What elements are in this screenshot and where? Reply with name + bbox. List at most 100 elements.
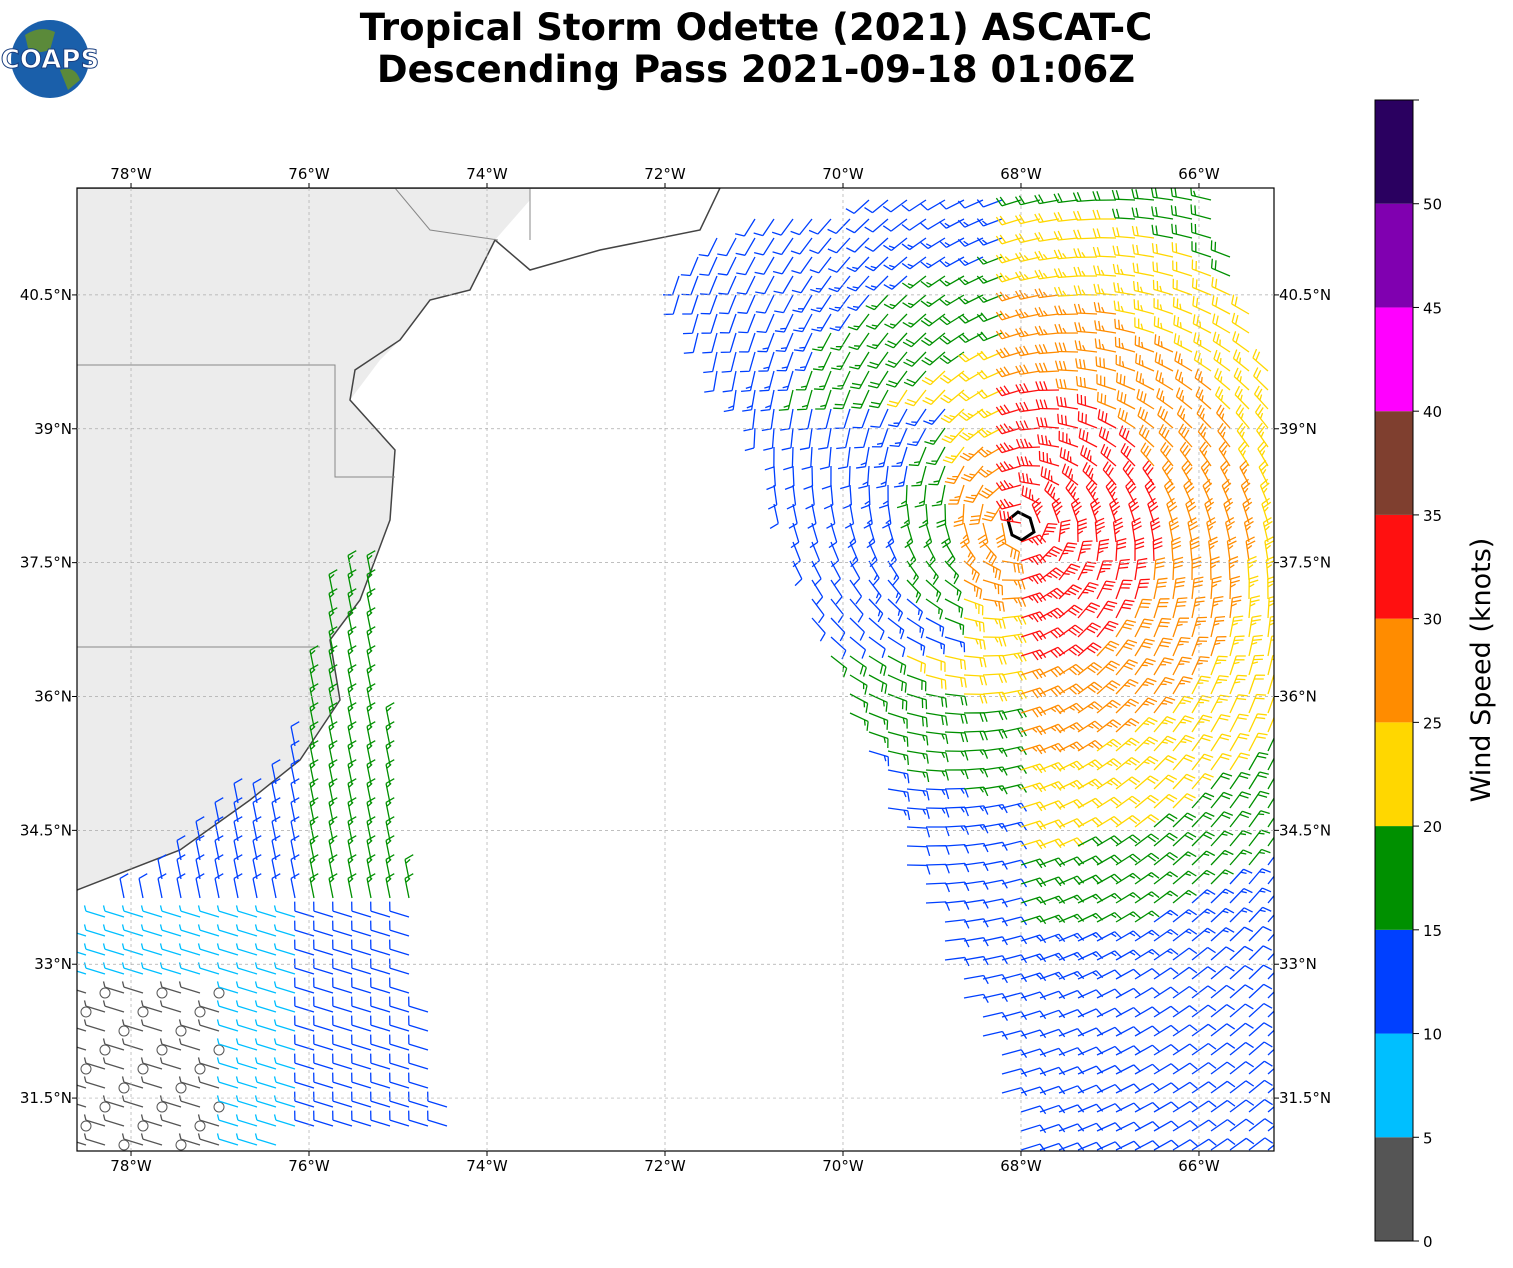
wind-barb — [1142, 460, 1155, 486]
wind-barb — [347, 607, 357, 633]
wind-barb — [1176, 405, 1193, 429]
calm-marker — [213, 1044, 225, 1056]
wind-barb — [351, 1015, 372, 1032]
wind-barb — [1153, 1082, 1179, 1094]
wind-barb — [408, 1091, 429, 1108]
wind-barb — [385, 797, 395, 823]
wind-barb — [273, 905, 296, 918]
wind-barb — [102, 905, 125, 918]
wind-barb — [309, 778, 319, 804]
wind-barb — [1096, 796, 1122, 809]
wind-barb — [818, 427, 832, 450]
wind-barb — [925, 636, 946, 655]
wind-barb — [1115, 718, 1140, 733]
wind-barb — [1134, 814, 1160, 828]
wind-barb — [1248, 634, 1263, 657]
wind-barb — [1059, 447, 1079, 467]
wind-barb — [1191, 753, 1214, 771]
wind-barb — [1097, 409, 1117, 429]
wind-barb — [1153, 813, 1178, 828]
wind-barb — [1058, 584, 1082, 600]
wind-barb — [1015, 364, 1041, 376]
wind-barb — [1115, 599, 1135, 619]
wind-barb — [1095, 356, 1117, 372]
wind-barb — [1001, 560, 1024, 574]
wind-barb — [941, 427, 965, 444]
wind-barb — [389, 1015, 410, 1032]
colorbar-segment — [1375, 618, 1413, 723]
wind-barb — [313, 1015, 334, 1032]
wind-barb — [764, 446, 775, 471]
wind-barb — [1152, 537, 1163, 562]
wind-barb — [1248, 1003, 1273, 1018]
wind-barb — [815, 389, 832, 410]
wind-barb — [1100, 443, 1117, 467]
wind-barb — [1229, 1003, 1254, 1018]
wind-barb — [870, 408, 889, 428]
wind-barb — [366, 550, 376, 576]
wind-barb — [925, 674, 947, 690]
wind-barb — [77, 970, 87, 975]
wind-barb — [347, 683, 357, 709]
wind-barb — [1115, 1026, 1141, 1037]
wind-barb — [1267, 1106, 1274, 1113]
wind-barb — [1172, 870, 1197, 885]
wind-barb — [920, 237, 946, 250]
wind-barb — [1267, 777, 1274, 790]
wind-barb — [982, 803, 1008, 814]
wind-barb — [216, 1114, 239, 1127]
wind-barb — [1267, 875, 1274, 885]
wind-barb — [1096, 988, 1123, 999]
wind-barb — [682, 294, 699, 315]
wind-barb — [761, 408, 775, 432]
wind-barb — [1153, 637, 1173, 657]
colorbar-frame — [1374, 99, 1414, 1242]
wind-barb — [995, 385, 1022, 397]
wind-barb — [1120, 442, 1136, 467]
wind-barb — [233, 797, 243, 823]
wind-barb — [1239, 459, 1250, 486]
wind-barb — [254, 981, 277, 994]
wind-barb — [1054, 342, 1079, 353]
wind-barb — [235, 962, 258, 975]
wind-barb — [1115, 1083, 1142, 1094]
wind-barb — [1154, 334, 1174, 353]
wind-barb — [1131, 188, 1155, 201]
wind-barb — [866, 522, 876, 549]
wind-barb — [347, 759, 357, 785]
wind-barb — [958, 389, 984, 402]
wind-barb — [1020, 858, 1047, 869]
x-tick-label: 74°W — [466, 165, 508, 183]
wind-barb — [328, 607, 338, 633]
wind-barb — [1080, 445, 1098, 467]
wind-barb — [1193, 332, 1212, 353]
wind-barb — [1015, 327, 1041, 338]
wind-barb — [1020, 915, 1047, 925]
wind-barb — [864, 199, 889, 214]
wind-barb — [1172, 812, 1197, 828]
wind-barb — [233, 854, 243, 880]
wind-barb — [982, 747, 1008, 758]
wind-barb — [1134, 794, 1159, 809]
calm-marker — [118, 1139, 130, 1151]
wind-barb — [347, 816, 357, 842]
wind-barb — [309, 816, 319, 842]
wind-barb — [1134, 618, 1154, 638]
wind-barb — [1248, 713, 1267, 733]
x-tick-label: 68°W — [1000, 165, 1042, 183]
wind-barb — [963, 730, 988, 741]
wind-barb — [366, 816, 376, 842]
wind-barb — [958, 332, 984, 343]
wind-barb — [197, 905, 220, 918]
wind-barb — [313, 1072, 334, 1089]
wind-barb — [939, 294, 965, 306]
wind-barb — [1096, 1007, 1123, 1018]
wind-barb — [370, 958, 391, 975]
wind-barb — [1039, 990, 1066, 1000]
wind-barb — [1039, 646, 1066, 659]
wind-barb — [1229, 945, 1254, 961]
wind-barb — [1248, 1060, 1273, 1075]
wind-barb — [1034, 307, 1060, 317]
wind-barb — [159, 924, 182, 937]
wind-barb — [351, 901, 372, 918]
